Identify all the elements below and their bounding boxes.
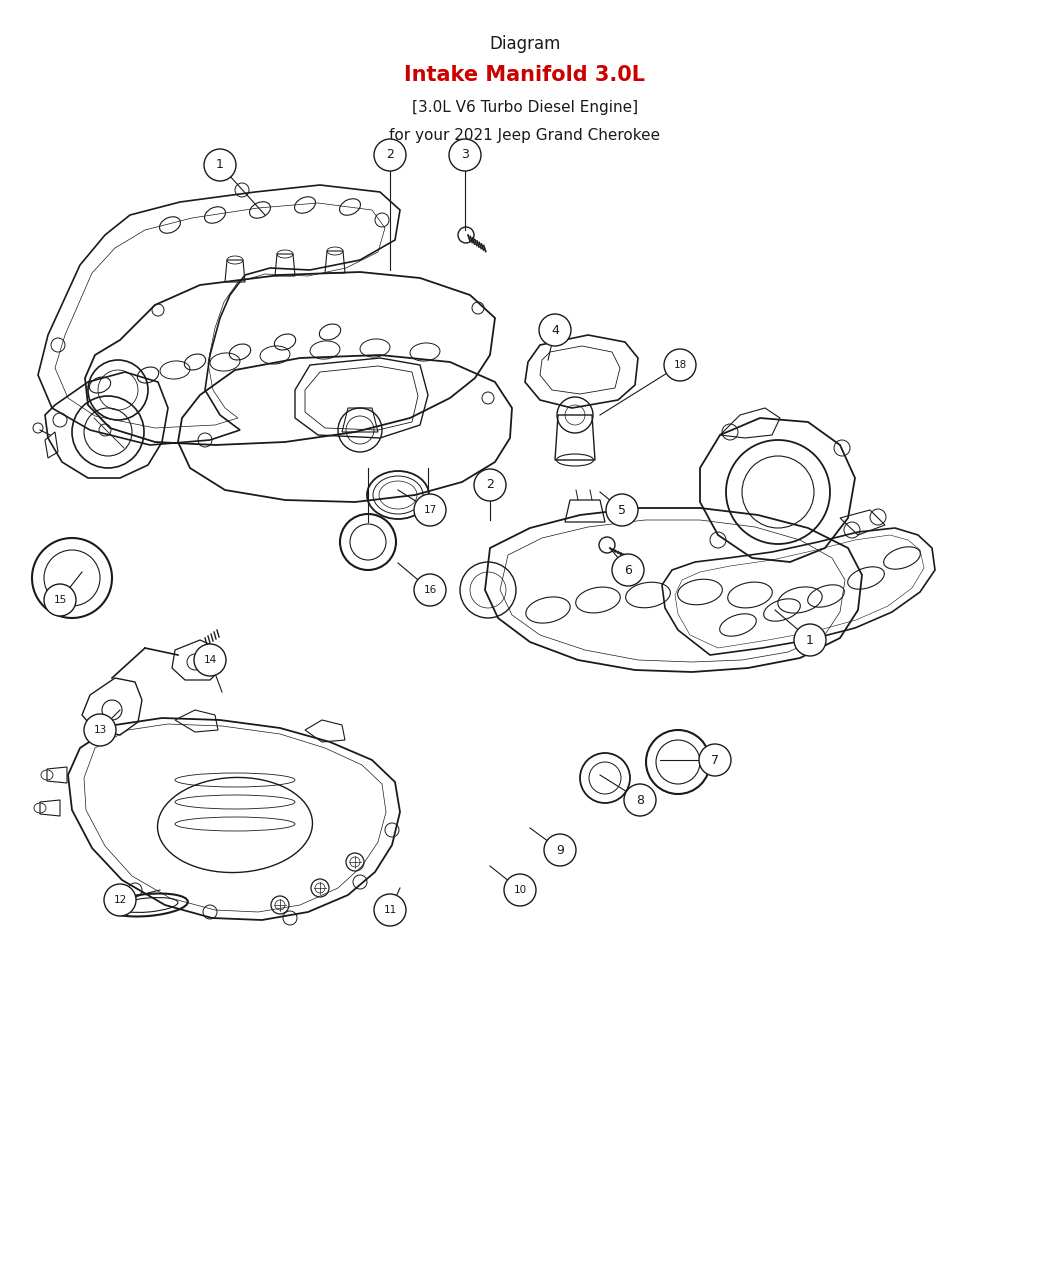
Text: 2: 2	[486, 478, 494, 491]
Text: 7: 7	[711, 754, 719, 766]
Text: 18: 18	[673, 360, 687, 370]
Text: 11: 11	[383, 905, 397, 915]
Text: 6: 6	[624, 564, 632, 576]
Text: Intake Manifold 3.0L: Intake Manifold 3.0L	[404, 65, 646, 85]
Circle shape	[374, 894, 406, 926]
Text: 9: 9	[556, 844, 564, 857]
Circle shape	[104, 884, 136, 915]
Text: for your 2021 Jeep Grand Cherokee: for your 2021 Jeep Grand Cherokee	[390, 128, 660, 143]
Circle shape	[449, 139, 481, 171]
Text: 17: 17	[423, 505, 437, 515]
Text: 1: 1	[216, 158, 224, 172]
Circle shape	[699, 745, 731, 776]
Text: 1: 1	[806, 634, 814, 646]
Text: Diagram: Diagram	[489, 34, 561, 54]
Circle shape	[544, 834, 576, 866]
Circle shape	[44, 584, 76, 616]
Text: 14: 14	[204, 655, 216, 666]
Circle shape	[474, 469, 506, 501]
Circle shape	[374, 139, 406, 171]
Circle shape	[794, 623, 826, 657]
Circle shape	[539, 314, 571, 346]
Circle shape	[414, 493, 446, 527]
Text: 13: 13	[93, 725, 107, 734]
Text: 4: 4	[551, 324, 559, 337]
Circle shape	[204, 149, 236, 181]
Text: 16: 16	[423, 585, 437, 595]
Text: 2: 2	[386, 148, 394, 162]
Text: 15: 15	[54, 595, 66, 606]
Circle shape	[612, 555, 644, 586]
Text: 5: 5	[618, 504, 626, 516]
Circle shape	[504, 873, 536, 907]
Text: [3.0L V6 Turbo Diesel Engine]: [3.0L V6 Turbo Diesel Engine]	[412, 99, 638, 115]
Text: 10: 10	[513, 885, 526, 895]
Circle shape	[664, 349, 696, 381]
Circle shape	[194, 644, 226, 676]
Circle shape	[606, 493, 638, 527]
Circle shape	[414, 574, 446, 606]
Text: 8: 8	[636, 793, 644, 807]
Text: 12: 12	[113, 895, 127, 905]
Circle shape	[624, 784, 656, 816]
Text: 3: 3	[461, 148, 469, 162]
Circle shape	[84, 714, 116, 746]
